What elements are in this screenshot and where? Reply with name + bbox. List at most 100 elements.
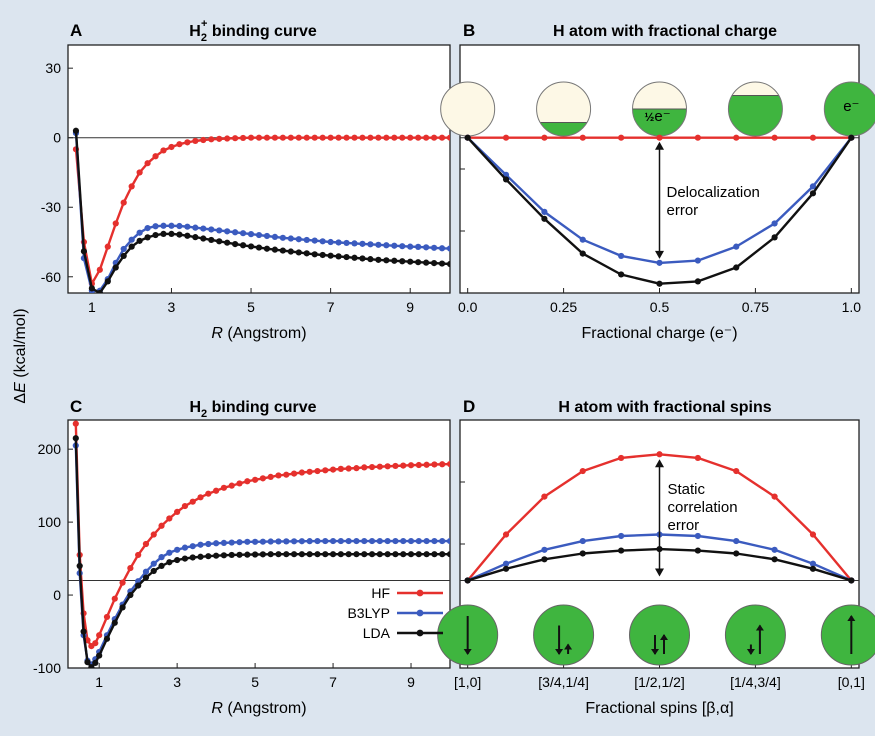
data-point-b3lyp <box>283 538 290 545</box>
data-point-hf <box>259 475 266 482</box>
data-point-hf <box>809 134 817 141</box>
data-point-b3lyp <box>236 539 243 546</box>
annotation-text: error <box>667 202 699 219</box>
data-point-lda <box>197 553 204 560</box>
data-point-lda <box>446 260 450 268</box>
data-point-lda <box>502 565 510 572</box>
x-axis-label: Fractional charge (e⁻) <box>581 325 737 342</box>
annotation-text: error <box>668 517 700 534</box>
data-point-lda <box>244 551 251 558</box>
data-point-lda <box>327 252 334 259</box>
x-tick-label: 0.5 <box>650 299 670 315</box>
x-tick-label: [1/4,3/4] <box>730 674 781 690</box>
data-point-lda <box>192 234 199 241</box>
data-point-hf <box>208 136 215 143</box>
data-point-hf <box>367 134 374 141</box>
x-tick-label: [0,1] <box>838 674 865 690</box>
data-point-lda <box>72 127 80 134</box>
data-point-lda <box>337 551 344 558</box>
charge-circle <box>536 81 592 137</box>
data-point-lda <box>618 271 625 278</box>
data-point-lda <box>166 559 173 566</box>
data-point-hf <box>351 134 358 141</box>
data-point-lda <box>216 238 223 245</box>
data-point-hf <box>120 199 127 206</box>
data-point-hf <box>197 494 204 501</box>
data-point-lda <box>351 254 358 261</box>
data-point-b3lyp <box>438 245 446 252</box>
data-point-hf <box>771 134 778 141</box>
x-axis-label-unit: (Angstrom) <box>223 700 307 717</box>
data-point-lda <box>144 234 151 241</box>
panel-letter: A <box>70 21 82 40</box>
data-point-hf <box>119 579 126 586</box>
x-axis-label-symbol: R <box>211 700 223 717</box>
data-point-lda <box>158 562 165 569</box>
data-point-lda <box>287 248 294 255</box>
data-point-b3lyp <box>220 539 228 547</box>
data-point-b3lyp <box>327 238 334 246</box>
data-point-lda <box>438 260 446 267</box>
x-tick-label: [3/4,1/4] <box>538 674 589 690</box>
panel-letter: B <box>463 21 475 40</box>
data-point-lda <box>279 247 286 254</box>
data-point-hf <box>541 493 548 500</box>
data-point-lda <box>541 556 548 563</box>
data-point-b3lyp <box>213 540 220 547</box>
data-point-hf <box>104 243 111 250</box>
data-point-hf <box>322 467 329 474</box>
data-point-hf <box>502 134 510 141</box>
data-point-b3lyp <box>319 238 326 245</box>
data-point-b3lyp <box>361 537 368 545</box>
data-point-hf <box>407 462 415 469</box>
data-point-lda <box>809 565 817 572</box>
data-point-b3lyp <box>335 239 342 246</box>
data-point-lda <box>189 554 196 561</box>
arrow-head-down <box>655 568 664 577</box>
circle-background <box>440 82 495 136</box>
data-point-hf <box>92 640 99 647</box>
data-point-hf <box>303 134 310 141</box>
data-point-hf <box>656 134 663 141</box>
data-point-lda <box>104 278 111 285</box>
data-point-b3lyp <box>128 236 135 243</box>
plot-area <box>67 419 451 669</box>
data-point-lda <box>311 251 318 258</box>
data-point-hf <box>771 493 778 500</box>
data-point-lda <box>271 246 279 253</box>
data-point-b3lyp <box>252 538 259 545</box>
data-point-hf <box>337 465 344 472</box>
data-point-lda <box>733 264 740 271</box>
data-point-lda <box>376 551 383 558</box>
data-point-lda <box>255 244 263 251</box>
data-point-b3lyp <box>322 537 329 545</box>
data-point-lda <box>213 552 220 559</box>
data-point-hf <box>618 134 625 141</box>
data-point-lda <box>446 551 450 558</box>
data-point-lda <box>656 280 663 287</box>
data-point-lda <box>168 230 175 237</box>
series-hf <box>72 134 450 287</box>
data-point-lda <box>771 556 778 563</box>
series-lda <box>72 435 450 668</box>
data-point-b3lyp <box>383 242 390 249</box>
data-point-b3lyp <box>359 240 366 247</box>
data-point-hf <box>375 134 382 141</box>
panel-title: H atom with fractional charge <box>553 23 777 40</box>
data-point-b3lyp <box>205 540 212 548</box>
panel-letter: C <box>70 397 82 416</box>
panel-title: H2 binding curve <box>189 399 316 420</box>
title-part: H <box>189 23 201 40</box>
data-point-hf <box>287 134 294 141</box>
data-point-hf <box>275 472 282 479</box>
arrow-head-up <box>655 141 664 150</box>
data-point-hf <box>368 463 376 471</box>
data-point-hf <box>252 476 259 483</box>
data-point-b3lyp <box>239 230 247 237</box>
data-point-hf <box>415 461 422 469</box>
data-point-hf <box>216 135 223 142</box>
x-tick-label: 3 <box>173 674 181 690</box>
data-point-lda <box>368 551 376 558</box>
data-point-b3lyp <box>197 541 204 548</box>
data-point-b3lyp <box>263 232 271 240</box>
